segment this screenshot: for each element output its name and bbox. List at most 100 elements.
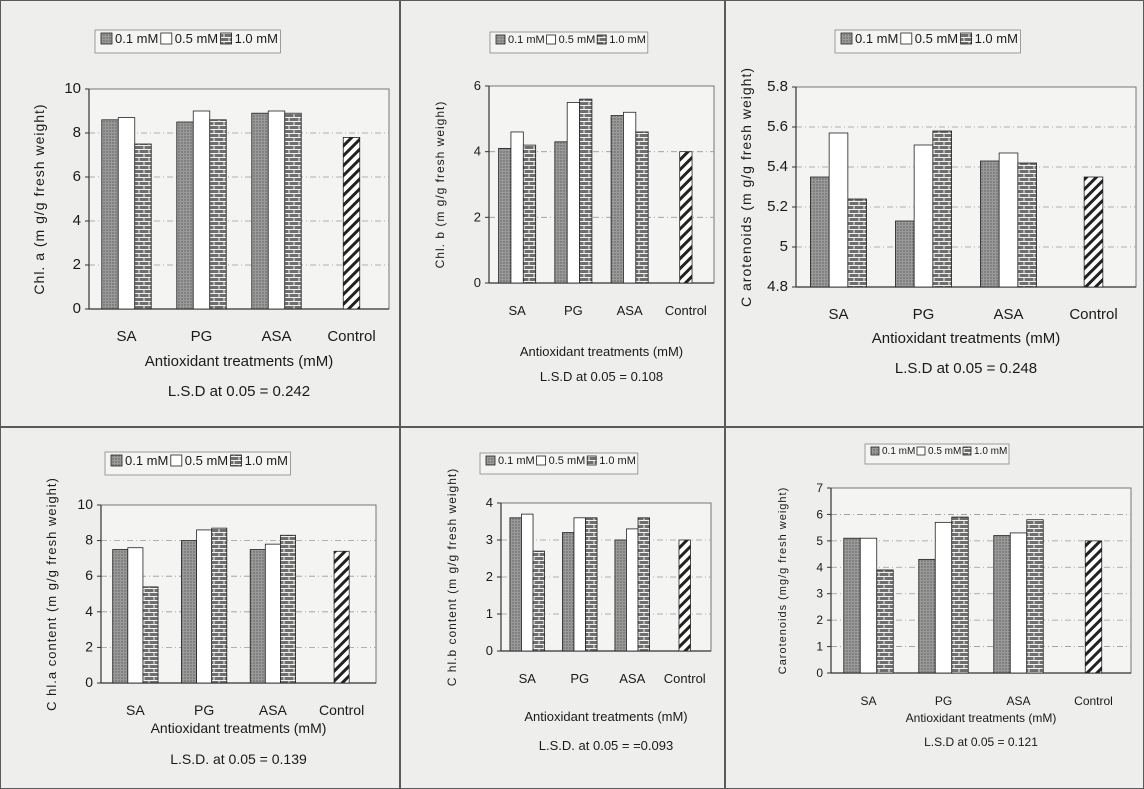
bar-asa-3 bbox=[635, 131, 649, 284]
legend-label: 0.5 mM bbox=[185, 453, 228, 468]
x-tick-label: PG bbox=[935, 694, 952, 708]
x-tick-label: ASA bbox=[619, 671, 645, 686]
x-tick-label: ASA bbox=[261, 328, 291, 345]
bar-asa-2 bbox=[626, 528, 639, 652]
y-tick-label: 0 bbox=[474, 275, 481, 290]
legend-label: 0.1 mM bbox=[855, 31, 898, 46]
y-tick-label: 5 bbox=[816, 534, 823, 548]
bar-pg-1 bbox=[554, 141, 568, 284]
legend-label: 1.0 mM bbox=[975, 31, 1018, 46]
bar-sa-1 bbox=[112, 549, 129, 684]
x-tick-label: PG bbox=[191, 328, 213, 345]
x-tick-label: Control bbox=[665, 303, 707, 318]
bar-asa-3 bbox=[1017, 162, 1037, 288]
x-tick-label: Control bbox=[1074, 694, 1113, 708]
bar-asa-3 bbox=[637, 517, 650, 652]
y-tick-label: 4 bbox=[73, 212, 81, 229]
lsd-note: L.S.D at 0.05 = 0.248 bbox=[895, 360, 1037, 377]
y-tick-label: 8 bbox=[85, 532, 93, 548]
bar-asa-3 bbox=[1026, 519, 1044, 674]
bar-pg-2 bbox=[566, 102, 580, 284]
chart-svg: 4.8 5 5.2 5.4 5.6 5.8 SA PG ASA Control C arotenoi… bbox=[738, 29, 1137, 377]
bar-pg-1 bbox=[918, 558, 936, 674]
bar-pg-2 bbox=[196, 529, 213, 684]
legend-label: 0.1 mM bbox=[125, 453, 168, 468]
bar-asa-1 bbox=[249, 549, 266, 684]
bar-sa-2 bbox=[117, 117, 136, 310]
legend-swatch-2 bbox=[546, 34, 557, 45]
chart-svg: 0 2 4 6 SA PG ASA Control Chl. b (m g/g fresh we… bbox=[433, 31, 715, 384]
bar-sa-2 bbox=[521, 513, 534, 652]
bar-control bbox=[1084, 540, 1103, 674]
legend-swatch-1 bbox=[110, 454, 123, 467]
bar-control bbox=[333, 550, 350, 684]
bar-pg-1 bbox=[176, 121, 194, 310]
y-tick-label: 4.8 bbox=[767, 278, 788, 295]
bar-sa-3 bbox=[532, 550, 545, 652]
y-tick-label: 6 bbox=[73, 168, 81, 185]
bar-asa-1 bbox=[993, 535, 1011, 674]
lsd-note: L.S.D. at 0.05 = =0.093 bbox=[539, 738, 673, 753]
bar-control bbox=[678, 539, 691, 652]
bar-asa-1 bbox=[614, 539, 627, 652]
lsd-note: L.S.D. at 0.05 = 0.139 bbox=[170, 751, 307, 767]
bar-pg-3 bbox=[209, 119, 227, 310]
bar-sa-1 bbox=[509, 517, 522, 652]
legend-label: 0.5 mM bbox=[559, 34, 596, 46]
legend-label: 0.1 mM bbox=[508, 34, 545, 46]
legend-swatch-2 bbox=[900, 32, 913, 45]
x-tick-label: SA bbox=[508, 303, 526, 318]
bar-asa-2 bbox=[1009, 532, 1028, 674]
bar-pg-2 bbox=[934, 521, 953, 674]
y-axis-label: C hl.a content (m g/g fresh weight) bbox=[44, 477, 59, 711]
y-tick-label: 2 bbox=[486, 569, 493, 584]
chart-svg: 0 2 4 6 8 10 SA PG ASA Control C hl.a content (m g… bbox=[44, 451, 377, 767]
legend-swatch-3 bbox=[230, 454, 243, 467]
legend-box bbox=[834, 29, 1021, 54]
legend-label: 0.1 mM bbox=[882, 446, 915, 457]
y-axis-label: C hl.b content (m g/g fresh weight) bbox=[445, 468, 459, 686]
legend-box bbox=[864, 443, 1010, 465]
bar-pg-1 bbox=[562, 532, 575, 652]
bar-pg-3 bbox=[932, 130, 952, 288]
legend-swatch-2 bbox=[916, 446, 926, 456]
y-tick-label: 5.8 bbox=[767, 78, 788, 95]
y-tick-label: 2 bbox=[816, 613, 823, 627]
chart-panel-2: 0 2 4 6 SA PG ASA Control Chl. b (m g/g fresh we… bbox=[400, 0, 725, 427]
bar-sa-3 bbox=[876, 569, 894, 674]
legend-swatch-2 bbox=[536, 455, 547, 466]
y-axis-label: Chl. b (m g/g fresh weight) bbox=[433, 101, 447, 269]
x-tick-label: SA bbox=[860, 694, 876, 708]
bar-asa-2 bbox=[623, 111, 637, 284]
bar-control bbox=[342, 136, 361, 310]
bar-asa-3 bbox=[284, 112, 302, 310]
legend-label: 1.0 mM bbox=[974, 446, 1007, 457]
bar-asa-1 bbox=[610, 115, 624, 284]
legend-label: 1.0 mM bbox=[235, 31, 278, 46]
bar-asa-3 bbox=[280, 534, 296, 684]
x-tick-label: PG bbox=[913, 306, 935, 323]
bar-sa-3 bbox=[522, 144, 537, 284]
y-tick-label: 1 bbox=[816, 640, 823, 654]
y-tick-label: 4 bbox=[85, 603, 93, 619]
bar-pg-3 bbox=[579, 98, 593, 284]
y-tick-label: 6 bbox=[474, 78, 481, 93]
bar-pg-2 bbox=[913, 144, 934, 288]
bar-sa-1 bbox=[810, 176, 830, 288]
chart-svg: 0 1 2 3 4 SA PG ASA Control C hl.b content (m g/g… bbox=[445, 452, 712, 753]
bar-sa-1 bbox=[101, 119, 119, 310]
bar-pg-2 bbox=[573, 517, 586, 652]
chart-svg: 0 1 2 3 4 5 6 7 SA PG ASA Control Carotenoids (mg/g … bbox=[777, 443, 1132, 749]
y-axis-label: C arotenoids (m g/g fresh weight) bbox=[738, 67, 754, 307]
x-tick-label: SA bbox=[126, 702, 145, 718]
x-tick-label: ASA bbox=[1006, 694, 1030, 708]
legend-label: 1.0 mM bbox=[245, 453, 288, 468]
legend-label: 0.5 mM bbox=[928, 446, 961, 457]
lsd-note: L.S.D at 0.05 = 0.108 bbox=[540, 369, 663, 384]
y-axis-label: Carotenoids (mg/g fresh weight) bbox=[777, 487, 789, 675]
y-tick-label: 6 bbox=[85, 567, 93, 583]
chart-panel-1: 0 2 4 6 8 10 SA PG ASA Control Chl. a (m g/g fresh… bbox=[0, 0, 400, 427]
x-axis-label: Antioxidant treatments (mM) bbox=[145, 353, 333, 370]
x-tick-label: Control bbox=[327, 328, 375, 345]
bar-asa-2 bbox=[998, 152, 1019, 288]
